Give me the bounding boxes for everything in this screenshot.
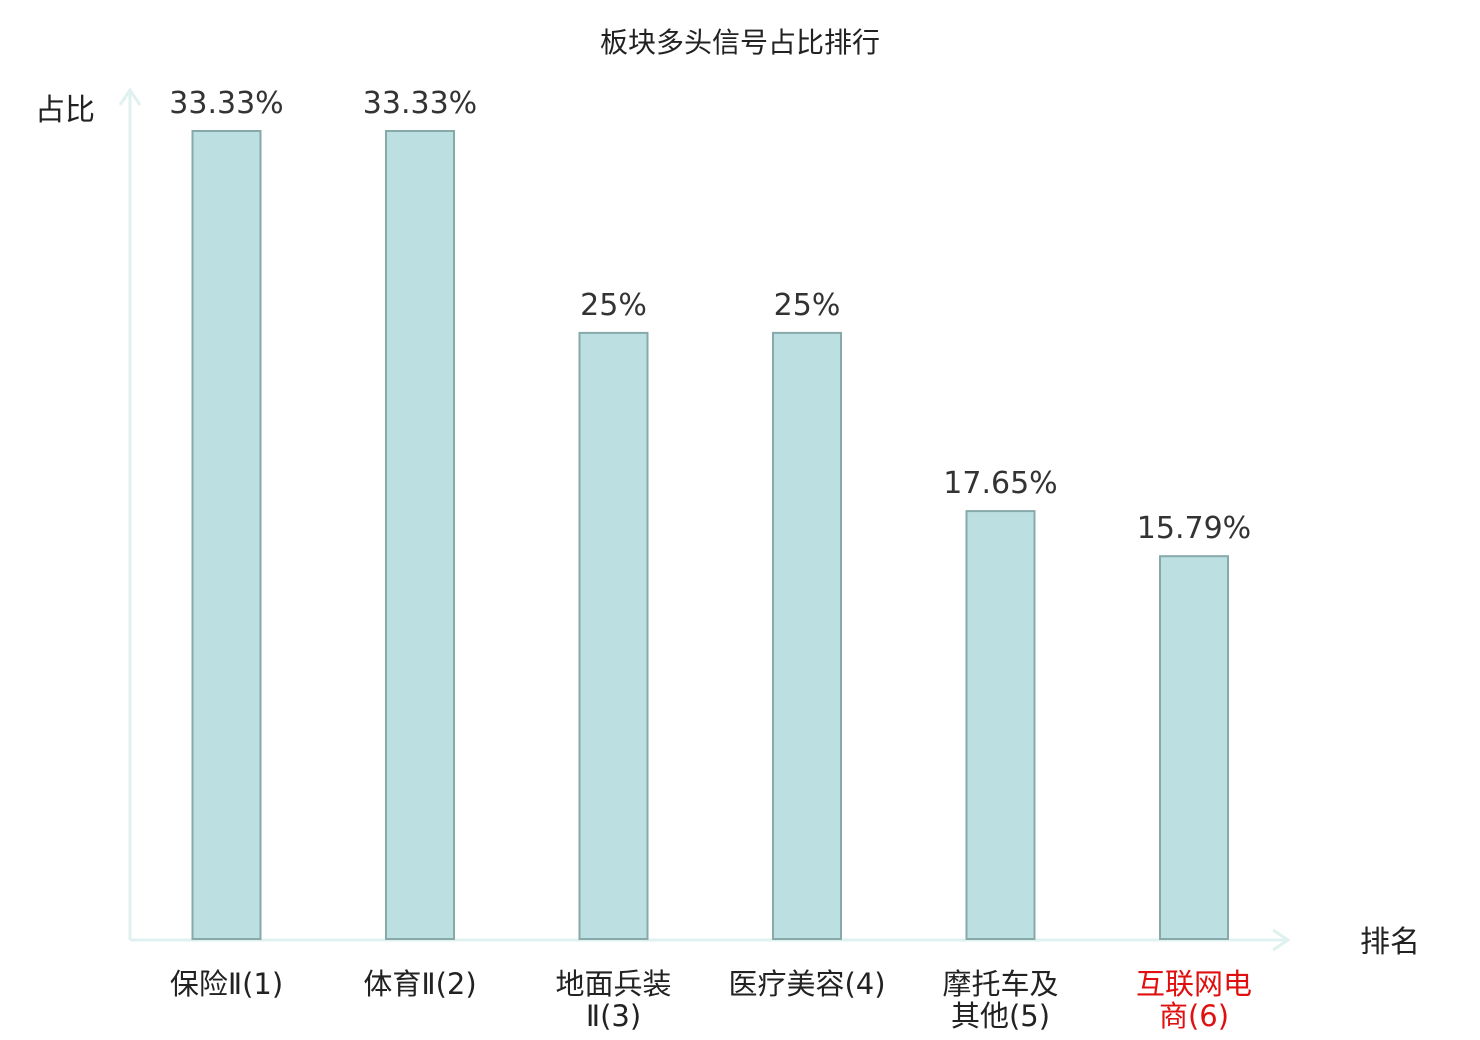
bar-value-label: 25% (580, 288, 647, 323)
x-tick-label: 摩托车及 (942, 967, 1058, 1001)
bar (578, 331, 649, 940)
x-tick-label: 互联网电 (1136, 967, 1252, 1001)
bar-value-label: 33.33% (363, 86, 477, 121)
value-labels-group: 33.33% 33.33% 25% 25% 17.65% 15.79% (169, 86, 1251, 546)
bar (1159, 555, 1229, 940)
axes (118, 87, 1291, 952)
bar (772, 331, 842, 940)
x-tick-label: 体育Ⅱ(2) (363, 967, 476, 1001)
y-axis-arrow-icon (118, 87, 142, 106)
x-tick-label: 其他(5) (951, 999, 1050, 1033)
bars-group (191, 130, 1229, 940)
x-tick-label: Ⅱ(3) (586, 999, 641, 1033)
chart-title: 板块多头信号占比排行 (600, 26, 880, 59)
x-tick-label: 地面兵装 (555, 967, 671, 1001)
bar (965, 510, 1036, 940)
bar-value-label: 15.79% (1137, 511, 1251, 546)
x-axis-label: 排名 (1360, 925, 1420, 960)
bar (385, 130, 455, 940)
x-tick-label: 医疗美容(4) (728, 967, 885, 1001)
bar-value-label: 33.33% (169, 86, 283, 121)
bar (191, 130, 262, 940)
x-axis-arrow-icon (1272, 928, 1291, 952)
x-tick-label: 商(6) (1159, 999, 1229, 1033)
y-axis-label: 占比 (35, 93, 95, 128)
bar-value-label: 25% (774, 288, 841, 323)
bar-value-label: 17.65% (943, 466, 1057, 501)
x-tick-label: 保险Ⅱ(1) (170, 967, 283, 1001)
